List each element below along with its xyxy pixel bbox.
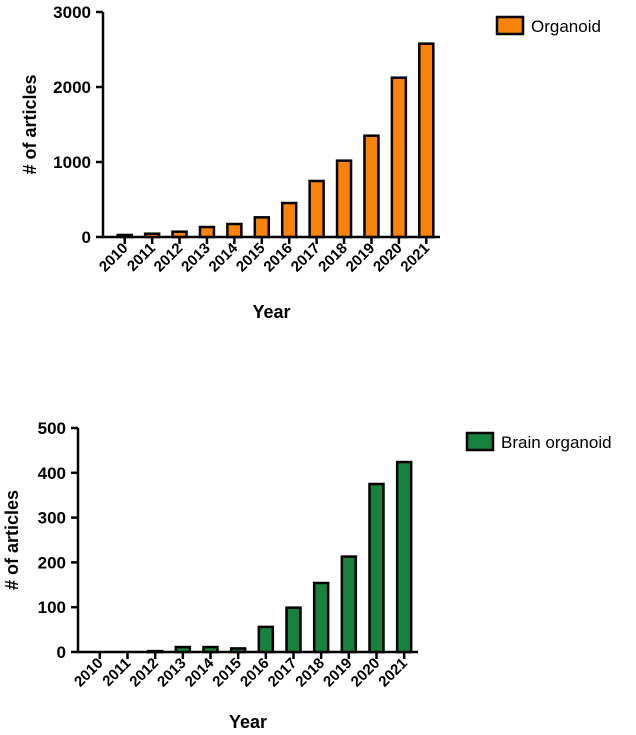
chart-2: 0 100 200 300 400 500 201020112012201320142015…	[2, 419, 612, 732]
y-tick-label: 0	[82, 228, 91, 247]
x-tick-label: 2017	[265, 655, 301, 691]
y-axis-label: # of articles	[2, 490, 22, 590]
bar-2012	[146, 649, 164, 654]
bar-2013	[174, 645, 192, 654]
bar-2011	[143, 232, 161, 239]
x-tick-label: 2016	[260, 240, 296, 276]
legend-swatch	[465, 431, 495, 452]
y-tick-label: 400	[38, 464, 66, 483]
x-tick-label: 2013	[154, 655, 190, 691]
y-tick-label: 300	[38, 509, 66, 528]
x-tick-label: 2012	[151, 240, 187, 276]
bar-2021	[395, 460, 413, 654]
x-tick-label: 2017	[288, 240, 324, 276]
x-tick-label: 2018	[315, 240, 351, 276]
y-tick-label: 500	[38, 419, 66, 438]
y-tick-label: 200	[38, 553, 66, 572]
x-tick-label: 2020	[348, 655, 384, 691]
bar-2010	[116, 233, 133, 239]
bar-2012	[171, 230, 188, 239]
x-tick-label: 2010	[71, 655, 107, 691]
chart-1: 0100020003000201020112012201320142015201…	[20, 3, 601, 322]
y-axis-label: # of articles	[20, 74, 40, 174]
legend-label: Brain organoid	[501, 433, 612, 452]
x-axis-label: Year	[229, 712, 267, 732]
x-tick-label: 2015	[233, 240, 269, 276]
y-tick-label: 1000	[53, 153, 91, 172]
x-tick-label: 2015	[209, 655, 245, 691]
bar-2017	[285, 606, 302, 654]
y-tick-label: 2000	[53, 78, 91, 97]
bar-2019	[363, 134, 380, 239]
bar-2019	[340, 555, 358, 654]
x-tick-label: 2011	[124, 240, 159, 275]
x-tick-label: 2018	[292, 655, 328, 691]
bar-2018	[335, 159, 353, 239]
x-tick-label: 2014	[206, 239, 242, 275]
bar-2016	[257, 625, 275, 654]
bar-2016	[280, 201, 298, 239]
x-tick-label: 2019	[320, 655, 356, 691]
x-tick-label: 2013	[178, 240, 214, 276]
bar-2021	[418, 42, 435, 239]
bar-2014	[226, 222, 243, 239]
y-tick-label: 100	[38, 598, 66, 617]
y-tick-label: 0	[57, 643, 66, 662]
x-tick-label: 2019	[343, 240, 379, 276]
bar-2014	[202, 645, 219, 654]
x-tick-label: 2016	[237, 655, 273, 691]
bar-2020	[390, 76, 408, 239]
x-tick-label: 2010	[96, 240, 132, 276]
legend-swatch	[495, 15, 525, 36]
x-tick-label: 2021	[397, 240, 433, 276]
x-tick-label: 2020	[370, 240, 406, 276]
bar-2020	[368, 482, 385, 654]
bar-2018	[312, 581, 330, 654]
x-tick-label: 2014	[182, 654, 218, 690]
x-axis-label: Year	[252, 302, 290, 322]
bar-2017	[308, 179, 325, 239]
legend-label: Organoid	[531, 17, 601, 36]
bar-2013	[198, 225, 216, 239]
y-tick-label: 3000	[53, 3, 91, 22]
bar-2015	[253, 216, 271, 239]
x-tick-label: 2011	[99, 655, 134, 690]
x-tick-label: 2021	[375, 655, 411, 691]
bar-2015	[229, 647, 247, 654]
x-tick-label: 2012	[126, 655, 162, 691]
